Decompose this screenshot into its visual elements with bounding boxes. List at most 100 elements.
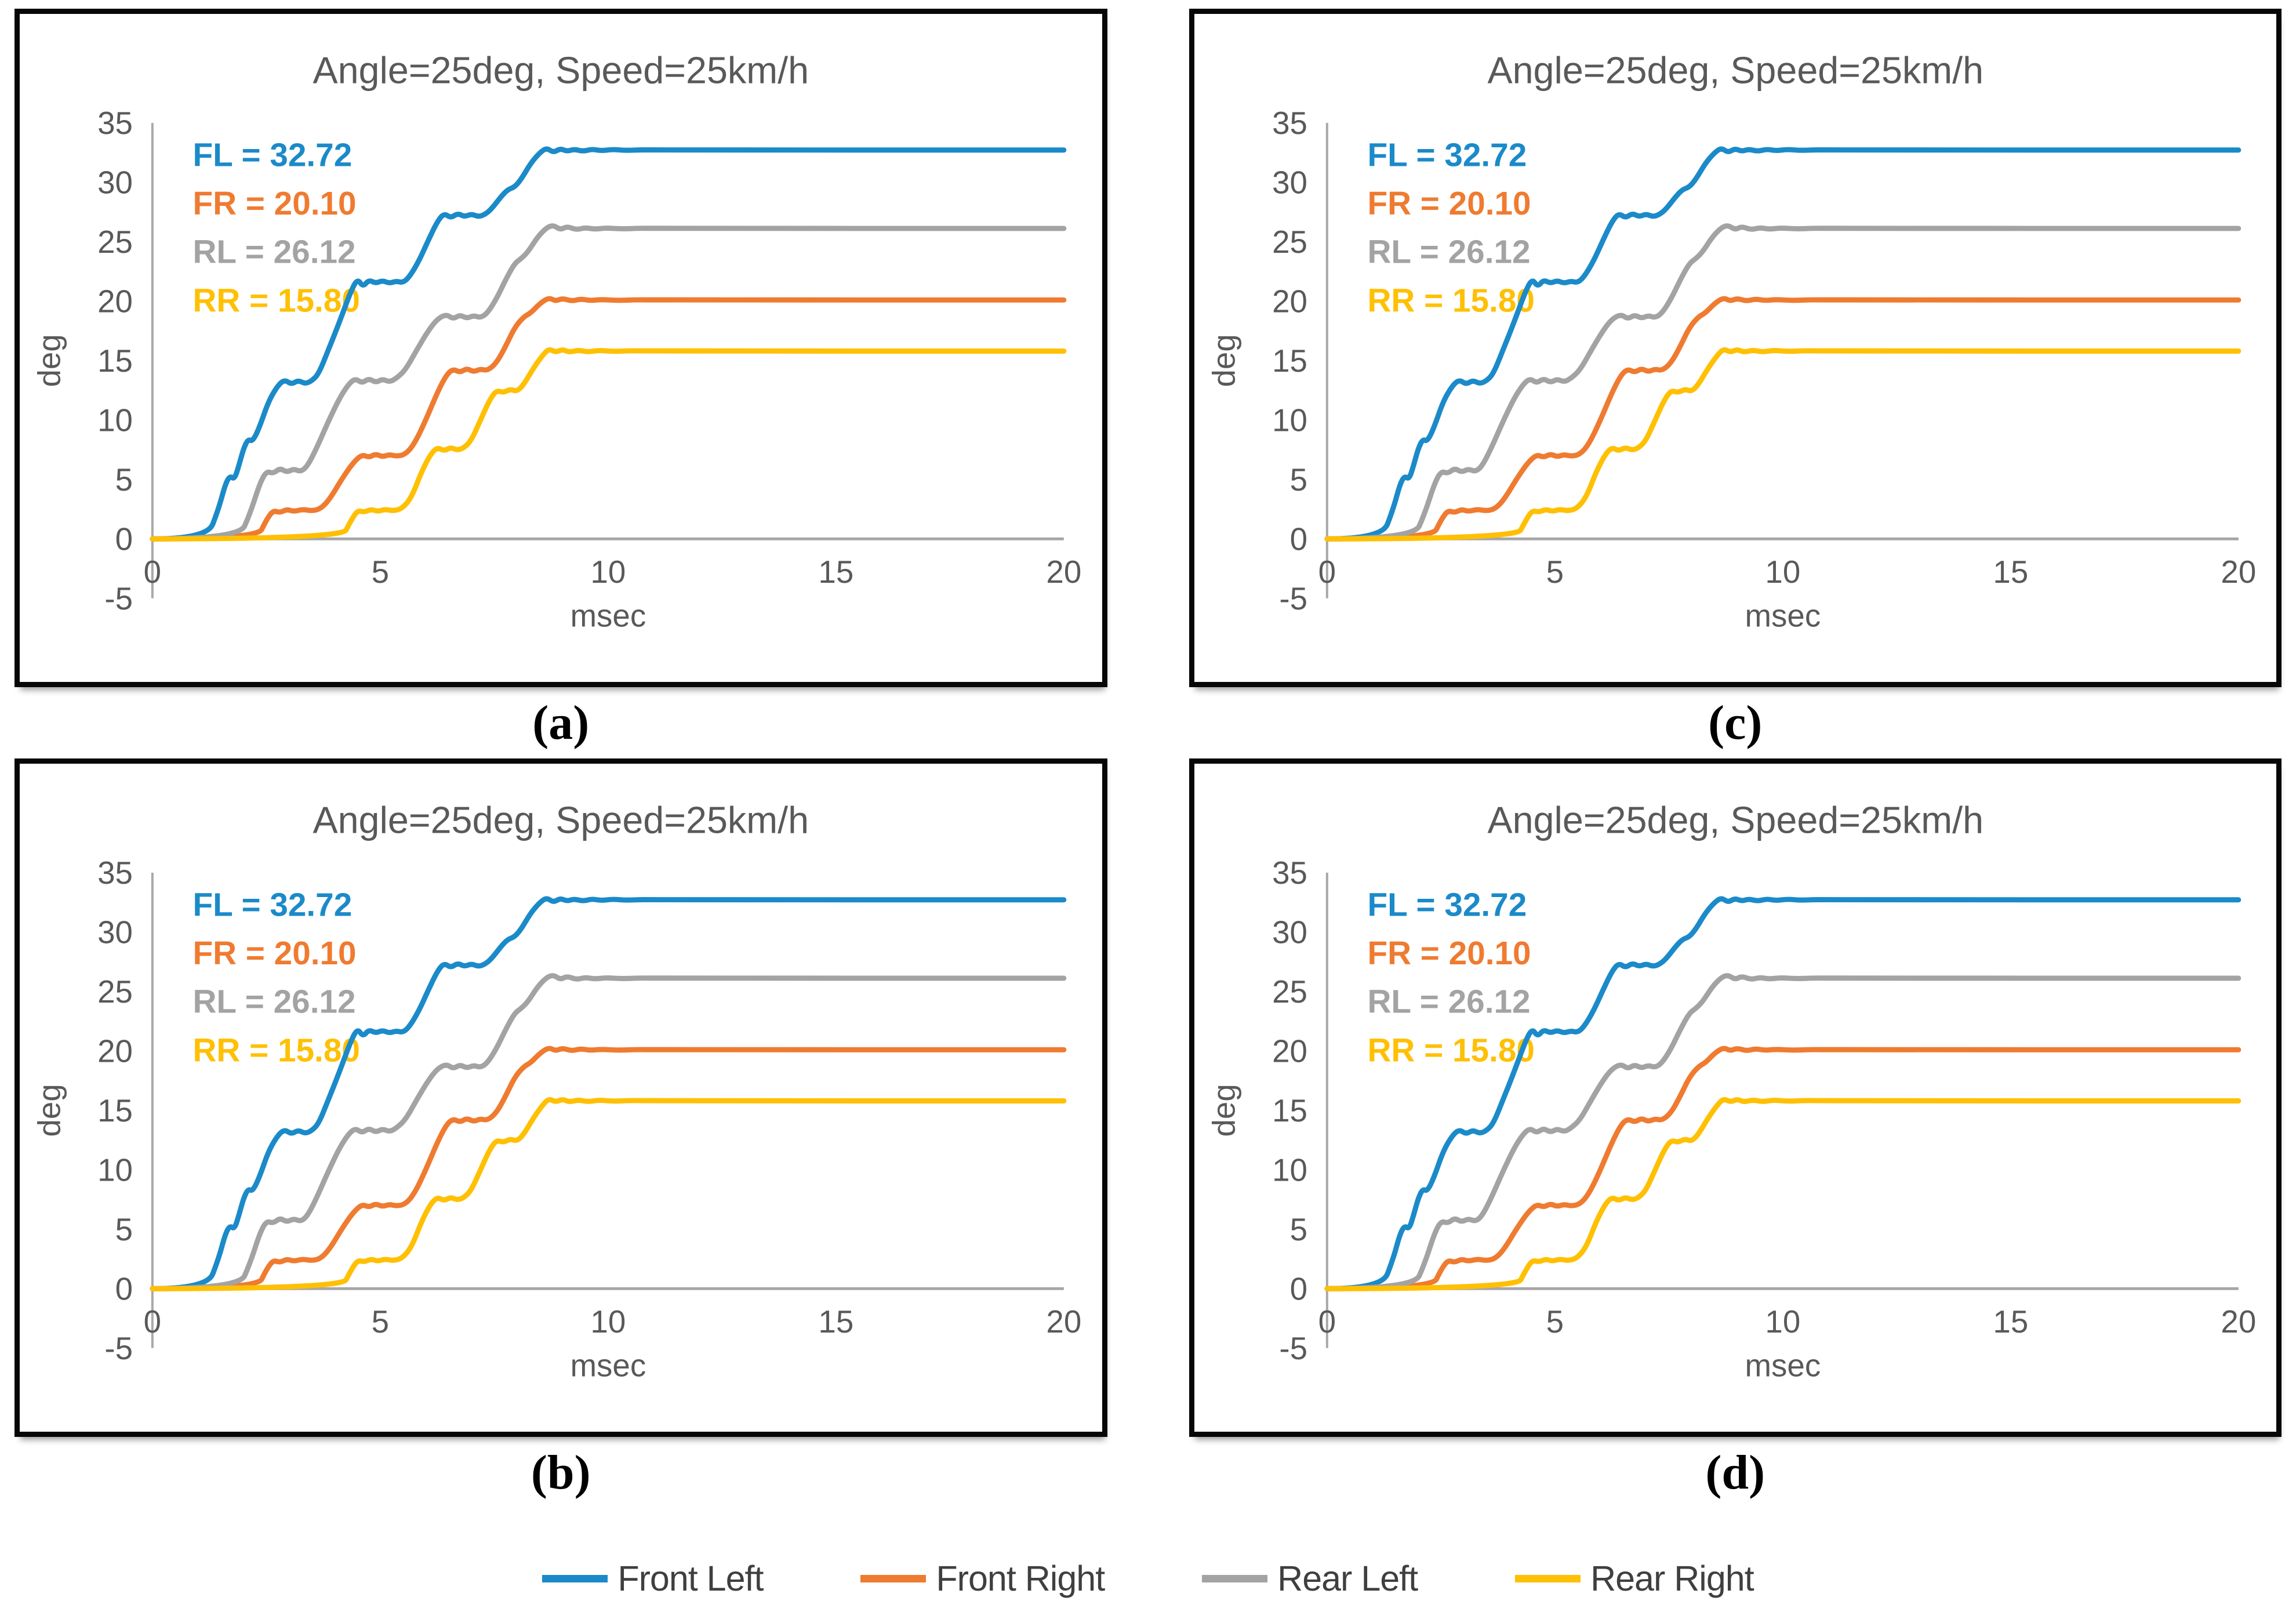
series-line-rear-right [1324, 1097, 2241, 1291]
legend-label-rear-right: Rear Right [1590, 1559, 1754, 1598]
y-tick-label: 5 [1289, 1211, 1307, 1247]
legend-label-rear-left: Rear Left [1277, 1559, 1418, 1598]
legend: Front Left Front Right Rear Left Rear Ri… [0, 1558, 2296, 1599]
annotation-fl: FL = 32.72 [1367, 887, 1527, 924]
series-line-front-left [150, 146, 1067, 542]
annotation-rr: RR = 15.80 [192, 282, 359, 319]
series-line-front-left [150, 896, 1067, 1291]
legend-item-front-left: Front Left [542, 1558, 764, 1599]
x-tick-label: 5 [372, 554, 389, 590]
panel-label-c: (c) [1708, 696, 1763, 750]
y-tick-label: 10 [97, 1152, 133, 1188]
front-right-line-swatch-icon [860, 1574, 927, 1582]
series-line-rear-right [150, 347, 1067, 542]
y-tick-label: 10 [1272, 1152, 1307, 1188]
annotation-rl: RL = 26.12 [192, 234, 355, 271]
rear-right-line-swatch-icon [1515, 1574, 1581, 1582]
series-line-front-right [150, 1046, 1067, 1291]
label-row-top: (a) (c) [0, 687, 2296, 758]
x-tick-label: 0 [144, 1304, 161, 1340]
legend-item-rear-left: Rear Left [1202, 1558, 1418, 1599]
y-tick-label: 15 [1272, 1092, 1307, 1128]
y-tick-label: 15 [97, 343, 133, 379]
figure: Angle=25deg, Speed=25km/h 35 30 25 20 15 10 5 0-… [0, 9, 2296, 1599]
panel-label-b: (b) [531, 1446, 591, 1500]
legend-label-front-right: Front Right [936, 1559, 1105, 1598]
panel-d: Angle=25deg, Speed=25km/h 35 30 25 20 15 10 5 0-… [1189, 758, 2282, 1437]
y-tick-label: 30 [97, 164, 133, 200]
y-tick-label: 30 [1272, 914, 1307, 950]
y-axis-title: deg [31, 1084, 67, 1137]
y-tick-label: 15 [1272, 343, 1307, 379]
legend-item-front-right: Front Right [860, 1558, 1105, 1599]
annotation-rr: RR = 15.80 [192, 1032, 359, 1069]
y-tick-label: 15 [97, 1092, 133, 1128]
chart-title: Angle=25deg, Speed=25km/h [1487, 798, 1983, 841]
annotation-rl: RL = 26.12 [192, 984, 355, 1021]
series-line-rear-left [150, 973, 1067, 1291]
y-tick-label: 5 [1289, 462, 1307, 498]
y-tick-label: 20 [97, 283, 133, 319]
y-tick-label: 25 [1272, 224, 1307, 260]
x-axis-title: msec [570, 598, 646, 634]
chart-b: Angle=25deg, Speed=25km/h35302520151050-… [31, 798, 1082, 1383]
panel-row-bottom: Angle=25deg, Speed=25km/h 35 30 25 20 15 10 5 0-… [0, 758, 2296, 1437]
panel-a: Angle=25deg, Speed=25km/h 35 30 25 20 15 10 5 0-… [14, 9, 1107, 687]
x-tick-label: 10 [1765, 554, 1800, 590]
chart-title: Angle=25deg, Speed=25km/h [313, 798, 809, 841]
series-line-front-right [1324, 296, 2241, 542]
series-line-rear-right [150, 1097, 1067, 1291]
y-tick-label: 10 [1272, 402, 1307, 438]
y-tick-label: 20 [1272, 1033, 1307, 1069]
y-tick-label: 20 [97, 1033, 133, 1069]
y-tick-label: 25 [1272, 974, 1307, 1010]
panel-b: Angle=25deg, Speed=25km/h 35 30 25 20 15 10 5 0-… [14, 758, 1107, 1437]
x-tick-label: 15 [1993, 554, 2028, 590]
x-tick-label: 20 [2221, 1304, 2256, 1340]
chart-c: Angle=25deg, Speed=25km/h35302520151050-… [1205, 49, 2256, 634]
rear-left-line-swatch-icon [1202, 1574, 1268, 1582]
panel-c: Angle=25deg, Speed=25km/h 35 30 25 20 15 10 5 0-… [1189, 9, 2282, 687]
front-left-line-swatch-icon [542, 1574, 608, 1582]
x-axis-title: msec [1745, 1348, 1821, 1384]
y-tick-label: 0 [115, 1270, 133, 1306]
x-tick-label: 0 [1318, 554, 1335, 590]
annotation-fr: FR = 20.10 [1367, 935, 1531, 972]
y-tick-label: 10 [97, 402, 133, 438]
series-line-front-left [1324, 896, 2241, 1291]
annotation-fl: FL = 32.72 [192, 137, 352, 174]
panel-label-a: (a) [532, 696, 590, 750]
panel-row-top: Angle=25deg, Speed=25km/h 35 30 25 20 15 10 5 0-… [0, 9, 2296, 687]
y-tick-label: 25 [97, 224, 133, 260]
panel-label-d: (d) [1705, 1446, 1765, 1500]
y-tick-label: 5 [115, 1211, 133, 1247]
annotation-fr: FR = 20.10 [1367, 186, 1531, 222]
x-tick-label: 10 [590, 554, 626, 590]
x-tick-label: 15 [1993, 1304, 2028, 1340]
y-axis-title: deg [31, 334, 67, 387]
annotation-rr: RR = 15.80 [1367, 282, 1534, 319]
x-tick-label: 0 [144, 554, 161, 590]
y-tick-label: 35 [1272, 105, 1307, 141]
y-tick-label: 25 [97, 974, 133, 1010]
series-line-rear-left [1324, 223, 2241, 542]
legend-label-front-left: Front Left [617, 1559, 764, 1598]
y-axis-title: deg [1205, 1084, 1241, 1137]
y-tick-label: 0 [1289, 521, 1307, 557]
series-line-rear-left [150, 223, 1067, 542]
y-tick-label: 0 [1289, 1270, 1307, 1306]
y-tick-label: 35 [97, 105, 133, 141]
y-axis-title: deg [1205, 334, 1241, 387]
annotation-fl: FL = 32.72 [192, 887, 352, 924]
x-tick-label: 15 [818, 554, 853, 590]
annotation-rl: RL = 26.12 [1367, 984, 1530, 1021]
annotation-fr: FR = 20.10 [192, 186, 356, 222]
y-tick-label: -5 [1279, 1330, 1307, 1366]
y-tick-label: 30 [1272, 164, 1307, 200]
x-axis-title: msec [1745, 598, 1821, 634]
x-tick-label: 20 [1046, 1304, 1081, 1340]
x-tick-label: 15 [818, 1304, 853, 1340]
y-tick-label: -5 [104, 580, 133, 616]
y-tick-label: 0 [115, 521, 133, 557]
series-line-rear-left [1324, 973, 2241, 1291]
